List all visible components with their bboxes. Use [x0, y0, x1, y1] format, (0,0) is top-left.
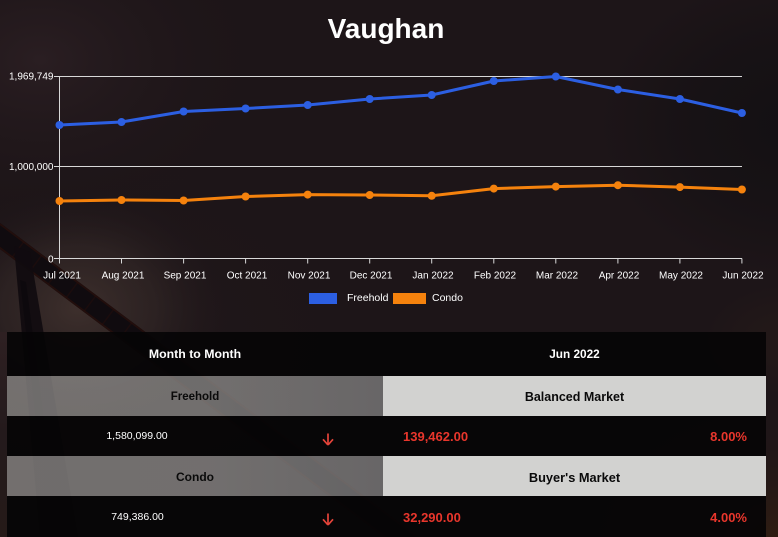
svg-text:Mar 2022: Mar 2022	[536, 271, 579, 282]
svg-text:1,969,749: 1,969,749	[9, 72, 54, 83]
svg-text:0: 0	[48, 255, 54, 266]
svg-text:Jan 2022: Jan 2022	[412, 271, 454, 282]
svg-text:Jul 2021: Jul 2021	[43, 271, 81, 282]
svg-text:1,000,000: 1,000,000	[9, 162, 54, 173]
svg-text:Dec 2021: Dec 2021	[350, 271, 393, 282]
svg-text:Nov 2021: Nov 2021	[288, 271, 331, 282]
svg-text:Aug 2021: Aug 2021	[102, 271, 145, 282]
svg-text:Jun 2022: Jun 2022	[722, 271, 764, 282]
svg-text:Feb 2022: Feb 2022	[474, 271, 517, 282]
svg-text:Sep 2021: Sep 2021	[164, 271, 207, 282]
svg-text:Apr 2022: Apr 2022	[599, 271, 640, 282]
svg-text:Oct 2021: Oct 2021	[227, 271, 268, 282]
svg-text:May 2022: May 2022	[659, 271, 703, 282]
